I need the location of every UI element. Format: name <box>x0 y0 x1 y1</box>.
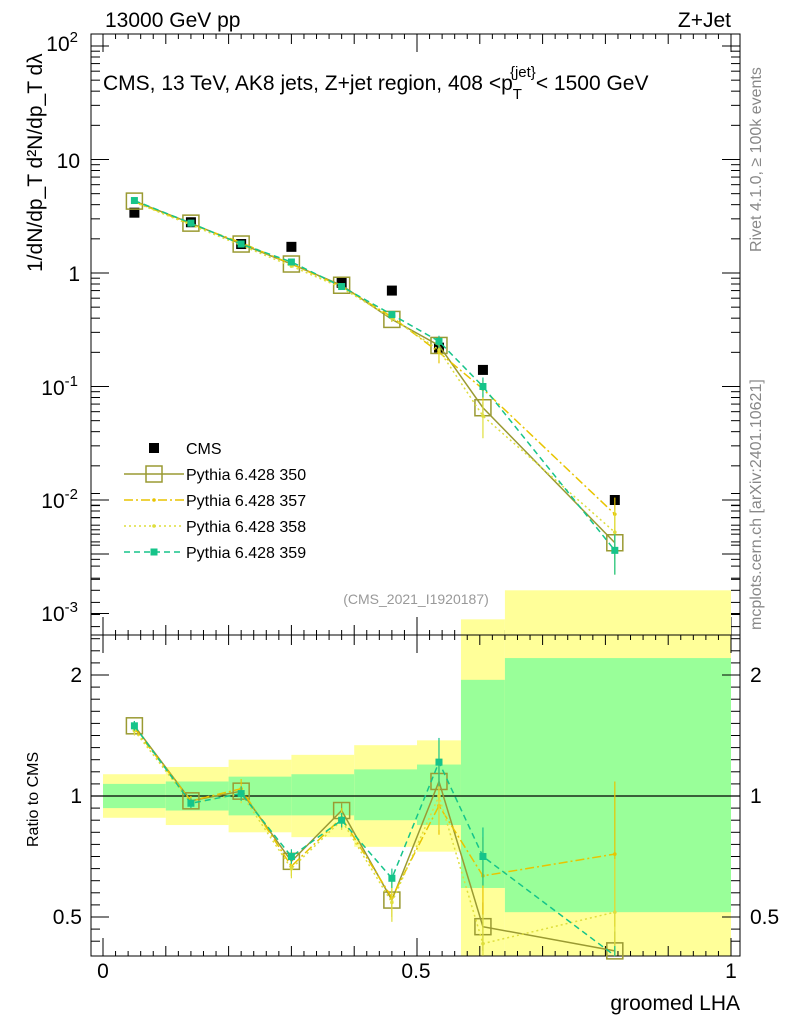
ytick-label-100: 102 <box>46 29 78 56</box>
title-sub: T <box>513 86 522 103</box>
ratio-line <box>133 725 616 957</box>
data-point <box>282 255 301 273</box>
legend-marker <box>152 498 156 502</box>
xtick-label-0: 0 <box>97 960 109 983</box>
ytick-label-10: 10 <box>57 150 80 173</box>
ratio-point <box>289 866 294 871</box>
ytick-label-0.1: 10-1 <box>41 373 78 400</box>
series-line <box>134 200 616 544</box>
side-label-rivet: Rivet 4.1.0, ≥ 100k events <box>748 67 765 252</box>
ratio-bands <box>91 590 740 956</box>
cms-point <box>129 207 140 218</box>
data-point <box>232 235 250 253</box>
ratio-point <box>338 816 346 824</box>
legend-label: Pythia 6.428 359 <box>186 545 306 562</box>
ratio-point <box>613 910 617 914</box>
legend-entry: Pythia 6.428 357 <box>124 493 306 510</box>
series-pythia-6-428-359 <box>130 197 619 575</box>
ytick-label-0.01: 10-2 <box>41 486 78 513</box>
data-point <box>435 337 443 345</box>
ratio-ytick-2-left: 2 <box>70 664 82 687</box>
data-point <box>287 258 295 266</box>
uncertainty-band-inner <box>504 658 731 913</box>
main-series <box>125 192 624 575</box>
uncertainty-band-inner <box>291 774 355 816</box>
title-sup: {jet} <box>510 64 536 81</box>
data-point <box>182 214 200 232</box>
ratio-point <box>237 790 245 798</box>
data-point <box>187 219 195 227</box>
legend-label: CMS <box>186 441 222 458</box>
ratio-point <box>130 722 138 730</box>
cms-point <box>336 277 347 288</box>
data-point <box>613 530 617 535</box>
main-title: CMS, 13 TeV, AK8 jets, Z+jet region, 408… <box>103 64 648 103</box>
legend-entry: Pythia 6.428 358 <box>124 519 306 536</box>
ratio-point <box>187 799 195 807</box>
ratio-axis-ticks <box>91 493 740 956</box>
ratio-ylabel: Ratio to CMS <box>25 752 42 847</box>
data-point <box>130 197 138 205</box>
ratio-point <box>182 792 200 810</box>
ratio-point <box>613 852 617 856</box>
data-point <box>338 283 346 291</box>
legend-label: Pythia 6.428 357 <box>186 493 306 510</box>
ratio-ytick-1-left: 1 <box>70 785 82 808</box>
main-ylabel: 1/dN/dp_T d²N/dp_T dλ <box>24 53 47 272</box>
data-point <box>332 276 351 294</box>
ratio-series <box>125 717 624 960</box>
ytick-label-1: 1 <box>68 263 80 286</box>
ratio-ytick-2-right: 2 <box>750 664 762 687</box>
svg-text:Ratio to CMS: Ratio to CMS <box>25 752 42 847</box>
cms-point <box>477 364 488 375</box>
ratio-line <box>133 727 615 900</box>
legend-marker <box>152 524 156 528</box>
xlabel: groomed LHA <box>610 992 740 1015</box>
cms-point <box>286 241 297 252</box>
legend: CMS Pythia 6.428 350 Pythia 6.428 357 Pythi… <box>124 441 306 562</box>
legend-label: Pythia 6.428 358 <box>186 519 306 536</box>
ratio-series-pythia-6-428-359 <box>130 720 616 957</box>
data-point <box>479 383 487 390</box>
xtick-label-1: 1 <box>725 960 737 983</box>
ratio-point <box>437 794 441 798</box>
cms-point <box>386 285 397 296</box>
legend-marker <box>145 465 163 483</box>
title-main: CMS, 13 TeV, AK8 jets, Z+jet region, 408… <box>103 72 513 95</box>
data-point <box>388 311 396 319</box>
side-label-mcplots: mcplots.cern.ch [arXiv:2401.10621] <box>748 379 765 630</box>
ratio-point <box>435 758 443 766</box>
series-pythia-6-428-357 <box>132 199 617 540</box>
header-left: 13000 GeV pp <box>105 9 240 32</box>
ratio-point <box>287 853 295 860</box>
data-point <box>125 192 144 210</box>
svg-text:1/dN/dp_T d²N/dp_T dλ: 1/dN/dp_T d²N/dp_T dλ <box>24 53 47 272</box>
legend-marker <box>150 548 158 556</box>
data-point <box>611 546 619 554</box>
data-point <box>481 414 485 418</box>
legend-marker <box>149 443 159 453</box>
main-ytick-labels: 102 10 1 10-1 10-2 10-3 <box>41 29 80 626</box>
analysis-id: (CMS_2021_I1920187) <box>343 591 489 607</box>
data-point <box>237 240 245 248</box>
header-right: Z+Jet <box>678 9 731 32</box>
ratio-point <box>479 853 487 860</box>
legend-entry: Pythia 6.428 359 <box>124 545 306 562</box>
title-tail: < 1500 GeV <box>536 72 649 95</box>
ratio-point <box>481 941 485 946</box>
legend-entry: CMS <box>149 441 222 458</box>
data-point <box>437 348 441 352</box>
legend-entry: Pythia 6.428 350 <box>124 465 306 484</box>
ratio-ytick-0.5-left: 0.5 <box>53 906 82 929</box>
ratio-point <box>390 900 394 905</box>
series-cms <box>129 207 620 505</box>
ratio-ytick-0.5-right: 0.5 <box>750 906 779 929</box>
legend-label: Pythia 6.428 350 <box>186 467 306 484</box>
ytick-label-0.001: 10-3 <box>41 599 78 626</box>
uncertainty-band-inner <box>354 769 417 821</box>
ratio-point <box>388 874 396 882</box>
xtick-label-0.5: 0.5 <box>401 960 430 983</box>
ratio-ytick-1-right: 1 <box>750 785 762 808</box>
